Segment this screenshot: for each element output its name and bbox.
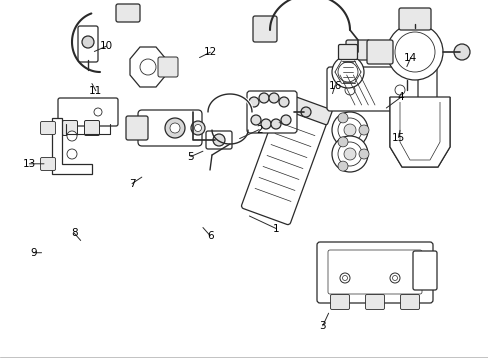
FancyBboxPatch shape xyxy=(116,4,140,22)
Circle shape xyxy=(331,112,367,148)
FancyBboxPatch shape xyxy=(326,67,427,111)
FancyBboxPatch shape xyxy=(78,26,98,62)
FancyBboxPatch shape xyxy=(246,91,296,133)
Text: 2: 2 xyxy=(255,125,262,135)
Text: 11: 11 xyxy=(89,86,102,96)
Text: 12: 12 xyxy=(203,47,217,57)
FancyBboxPatch shape xyxy=(417,63,436,117)
FancyBboxPatch shape xyxy=(84,121,99,135)
Text: 3: 3 xyxy=(319,321,325,331)
Circle shape xyxy=(394,85,404,95)
Circle shape xyxy=(337,62,357,82)
Circle shape xyxy=(342,275,347,280)
Circle shape xyxy=(194,125,201,131)
FancyBboxPatch shape xyxy=(400,294,419,310)
FancyBboxPatch shape xyxy=(346,40,369,60)
Circle shape xyxy=(389,273,399,283)
Text: 6: 6 xyxy=(206,231,213,241)
Text: 4: 4 xyxy=(397,92,404,102)
Text: 7: 7 xyxy=(128,179,135,189)
Circle shape xyxy=(345,85,354,95)
Text: 10: 10 xyxy=(100,41,113,51)
Text: 14: 14 xyxy=(403,53,417,63)
Circle shape xyxy=(248,97,259,107)
FancyBboxPatch shape xyxy=(41,157,55,171)
Text: 5: 5 xyxy=(187,152,194,162)
FancyBboxPatch shape xyxy=(365,294,384,310)
FancyBboxPatch shape xyxy=(316,242,432,303)
Circle shape xyxy=(358,125,368,135)
Circle shape xyxy=(394,32,434,72)
Circle shape xyxy=(337,113,347,123)
FancyBboxPatch shape xyxy=(412,251,436,290)
Circle shape xyxy=(331,136,367,172)
Circle shape xyxy=(386,24,442,80)
Text: 8: 8 xyxy=(71,228,78,238)
Text: 15: 15 xyxy=(391,132,405,143)
FancyBboxPatch shape xyxy=(276,92,331,125)
Circle shape xyxy=(339,273,349,283)
FancyBboxPatch shape xyxy=(138,110,202,146)
FancyBboxPatch shape xyxy=(205,131,231,149)
Circle shape xyxy=(261,119,270,129)
Circle shape xyxy=(331,56,363,88)
Circle shape xyxy=(170,123,180,133)
Text: 16: 16 xyxy=(327,81,341,91)
FancyBboxPatch shape xyxy=(158,57,178,77)
Polygon shape xyxy=(389,97,449,167)
Text: 1: 1 xyxy=(272,224,279,234)
FancyBboxPatch shape xyxy=(241,99,328,225)
FancyBboxPatch shape xyxy=(366,40,392,64)
Circle shape xyxy=(281,115,290,125)
Circle shape xyxy=(279,97,288,107)
Circle shape xyxy=(337,137,347,147)
FancyBboxPatch shape xyxy=(330,294,349,310)
FancyBboxPatch shape xyxy=(252,16,276,42)
FancyBboxPatch shape xyxy=(398,8,430,30)
Circle shape xyxy=(67,149,77,159)
Circle shape xyxy=(337,161,347,171)
Circle shape xyxy=(268,93,279,103)
Circle shape xyxy=(140,59,156,75)
Text: 13: 13 xyxy=(22,159,36,169)
Circle shape xyxy=(259,93,268,103)
Circle shape xyxy=(453,44,469,60)
FancyBboxPatch shape xyxy=(58,98,118,126)
Circle shape xyxy=(94,108,102,116)
Circle shape xyxy=(337,137,347,147)
FancyBboxPatch shape xyxy=(126,116,148,140)
Circle shape xyxy=(301,107,310,117)
FancyBboxPatch shape xyxy=(41,121,55,135)
Circle shape xyxy=(164,118,184,138)
Text: 9: 9 xyxy=(30,248,37,258)
Circle shape xyxy=(358,149,368,159)
Circle shape xyxy=(213,134,224,146)
Circle shape xyxy=(250,115,261,125)
Circle shape xyxy=(67,131,77,141)
Circle shape xyxy=(343,124,355,136)
Polygon shape xyxy=(52,118,92,174)
FancyBboxPatch shape xyxy=(62,121,77,135)
Polygon shape xyxy=(130,47,165,87)
Circle shape xyxy=(392,275,397,280)
Circle shape xyxy=(191,121,204,135)
Circle shape xyxy=(270,119,281,129)
Circle shape xyxy=(343,148,355,160)
FancyBboxPatch shape xyxy=(338,45,357,59)
Circle shape xyxy=(82,36,94,48)
FancyBboxPatch shape xyxy=(327,250,421,294)
